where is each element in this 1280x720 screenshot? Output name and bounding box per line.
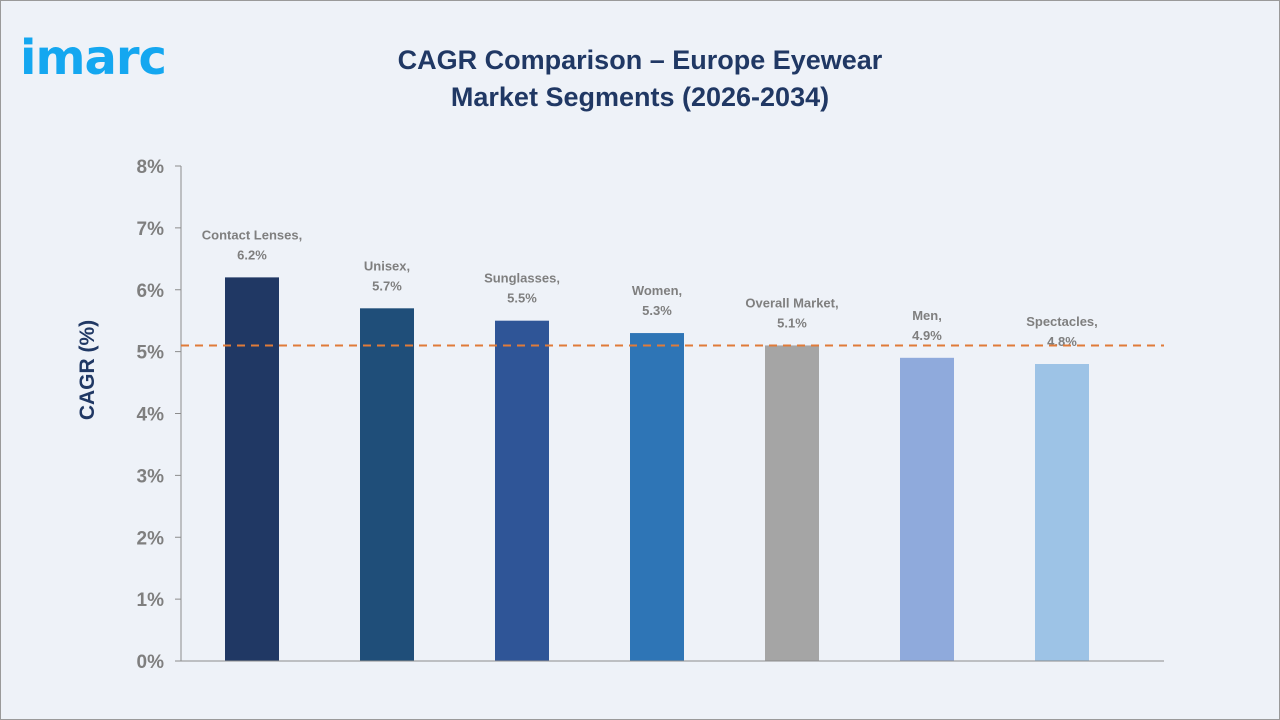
data-label: Spectacles, [1026, 314, 1098, 329]
chart-title-line-1: CAGR Comparison – Europe Eyewear [397, 45, 883, 75]
data-label: Unisex, [364, 258, 410, 273]
y-tick-label: 4% [137, 405, 165, 426]
data-label: 5.7% [372, 278, 402, 293]
data-label: Overall Market, [745, 295, 838, 310]
y-tick-label: 0% [137, 652, 165, 673]
data-label: 5.1% [777, 315, 807, 330]
bar-men [900, 357, 954, 661]
logo-text: imarc [20, 30, 166, 80]
chart-title-line-2: Market Segments (2026-2034) [450, 82, 830, 112]
y-tick-label: 6% [137, 281, 165, 302]
bar-unisex [360, 308, 414, 661]
data-label: 4.9% [912, 328, 942, 343]
bar-contact-lenses [225, 277, 279, 661]
y-tick-label: 7% [137, 219, 165, 240]
data-label: 6.2% [237, 247, 267, 262]
data-label: Sunglasses, [484, 271, 560, 286]
imarc-logo: imarc [20, 30, 167, 80]
bar-sunglasses [495, 320, 549, 661]
bar-women [630, 333, 684, 661]
y-tick-label: 3% [137, 466, 165, 487]
y-tick-label: 2% [137, 528, 165, 549]
data-label: Women, [632, 283, 682, 298]
bar-overall-market [765, 345, 819, 661]
data-label: 5.5% [507, 291, 537, 306]
data-label: Men, [912, 308, 942, 323]
y-tick-label: 5% [137, 343, 165, 364]
y-tick-label: 8% [137, 157, 165, 178]
chart-title: CAGR Comparison – Europe Eyewear Market … [340, 42, 940, 116]
bar-spectacles [1035, 364, 1089, 661]
data-label: 4.8% [1047, 334, 1077, 349]
data-label: 5.3% [642, 303, 672, 318]
data-label: Contact Lenses, [202, 227, 302, 242]
y-tick-label: 1% [137, 590, 165, 611]
